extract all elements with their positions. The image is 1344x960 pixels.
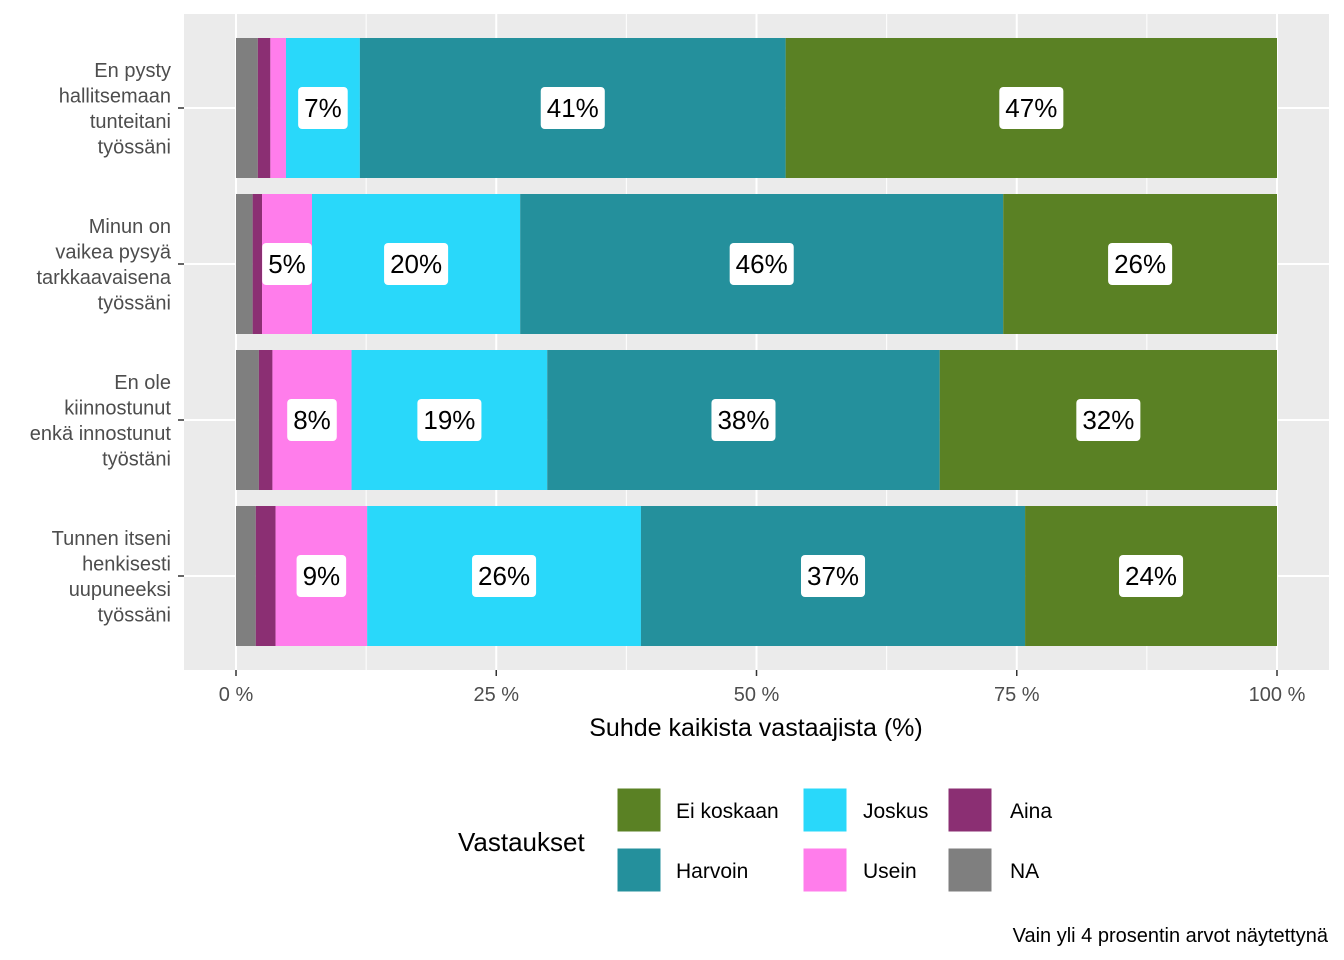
y-category-label: henkisesti bbox=[82, 553, 171, 575]
bar-value-label: 5% bbox=[268, 249, 306, 279]
data-labels: 7% 41% 47% 5% 20% 46% 26% 8% 19% 38% 32% 9% 26% 37% 24… bbox=[262, 87, 1184, 597]
y-category-label: vaikea pysyä bbox=[55, 241, 171, 263]
y-category-label: Tunnen itseni bbox=[52, 528, 171, 550]
bar-label-background bbox=[999, 87, 1064, 129]
bar-value-label: 26% bbox=[478, 561, 530, 591]
bar-value-label: 26% bbox=[1114, 249, 1166, 279]
bar-label-background bbox=[1119, 555, 1184, 597]
y-category-label: Minun on bbox=[89, 216, 171, 238]
bar-label-background bbox=[1076, 399, 1141, 441]
bar-segment bbox=[258, 350, 273, 490]
bar-segment bbox=[236, 194, 253, 334]
bar-segment bbox=[236, 506, 256, 646]
bar-value-label: 37% bbox=[807, 561, 859, 591]
y-category-label: En pysty bbox=[94, 60, 171, 82]
legend-key bbox=[616, 847, 662, 893]
y-category-label: tunteitani bbox=[90, 111, 171, 133]
y-category-label: työssäni bbox=[98, 136, 171, 158]
bar-value-label: 9% bbox=[303, 561, 341, 591]
bar-label-background bbox=[287, 399, 337, 441]
bar-label-background bbox=[729, 243, 794, 285]
legend: Vastaukset Ei koskaan Harvoin Joskus Usein A… bbox=[458, 787, 1052, 893]
bar-label-background bbox=[540, 87, 605, 129]
bar-label-background bbox=[417, 399, 482, 441]
bar-label-background bbox=[800, 555, 866, 597]
bar-segment bbox=[252, 194, 263, 334]
bar-value-label: 8% bbox=[293, 405, 331, 435]
bar-label-background bbox=[472, 555, 537, 597]
x-axis: 0 % 25 % 50 % 75 % 100 % bbox=[219, 670, 1306, 706]
legend-label: Usein bbox=[863, 860, 917, 883]
bar-value-label: 7% bbox=[304, 93, 342, 123]
y-category-label: tarkkaavaisena bbox=[36, 267, 171, 289]
legend-label: Ei koskaan bbox=[676, 800, 779, 823]
legend-label: Joskus bbox=[863, 800, 928, 823]
bar-segment bbox=[270, 38, 286, 178]
x-tick-label: 100 % bbox=[1249, 684, 1306, 706]
caption: Vain yli 4 prosentin arvot näytettynä bbox=[1013, 925, 1329, 947]
y-category-label: uupuneeksi bbox=[69, 579, 171, 601]
y-category-label: työssäni bbox=[98, 292, 171, 314]
y-category-label: työssäni bbox=[98, 604, 171, 626]
x-axis-title: Suhde kaikista vastaajista (%) bbox=[589, 714, 922, 742]
legend-key bbox=[616, 787, 662, 833]
legend-key bbox=[802, 787, 848, 833]
x-tick-label: 75 % bbox=[994, 684, 1040, 706]
bar-value-label: 38% bbox=[717, 405, 769, 435]
legend-key bbox=[947, 787, 993, 833]
bar-label-background bbox=[298, 87, 348, 129]
bar-label-background bbox=[1108, 243, 1173, 285]
legend-label: Aina bbox=[1010, 800, 1052, 823]
bar-segment bbox=[257, 38, 271, 178]
y-category-label: hallitsemaan bbox=[59, 85, 171, 107]
bar-value-label: 20% bbox=[390, 249, 442, 279]
bar-value-label: 41% bbox=[547, 93, 599, 123]
bar-label-background bbox=[384, 243, 449, 285]
bar-segment bbox=[236, 350, 259, 490]
bar-value-label: 32% bbox=[1082, 405, 1134, 435]
bar-segment bbox=[255, 506, 276, 646]
bar-label-background bbox=[296, 555, 347, 597]
legend-label: Harvoin bbox=[676, 860, 748, 883]
bar-segment bbox=[236, 38, 258, 178]
y-axis: En pysty hallitsemaan tunteitani työssäni Mi… bbox=[30, 60, 184, 626]
legend-key bbox=[802, 847, 848, 893]
y-category-label: En ole bbox=[114, 372, 171, 394]
y-category-label: työstäni bbox=[102, 448, 171, 470]
y-category-label: kiinnostunut bbox=[64, 397, 171, 419]
bar-value-label: 19% bbox=[423, 405, 475, 435]
y-category-label: enkä innostunut bbox=[30, 423, 172, 445]
bar-value-label: 47% bbox=[1005, 93, 1057, 123]
x-tick-label: 25 % bbox=[473, 684, 519, 706]
legend-key bbox=[947, 847, 993, 893]
bar-label-background bbox=[262, 243, 312, 285]
bar-value-label: 46% bbox=[736, 249, 788, 279]
legend-label: NA bbox=[1010, 860, 1039, 883]
bar-value-label: 24% bbox=[1125, 561, 1177, 591]
legend-title: Vastaukset bbox=[458, 827, 585, 857]
x-tick-label: 50 % bbox=[734, 684, 780, 706]
x-tick-label: 0 % bbox=[219, 684, 254, 706]
bar-label-background bbox=[711, 399, 776, 441]
